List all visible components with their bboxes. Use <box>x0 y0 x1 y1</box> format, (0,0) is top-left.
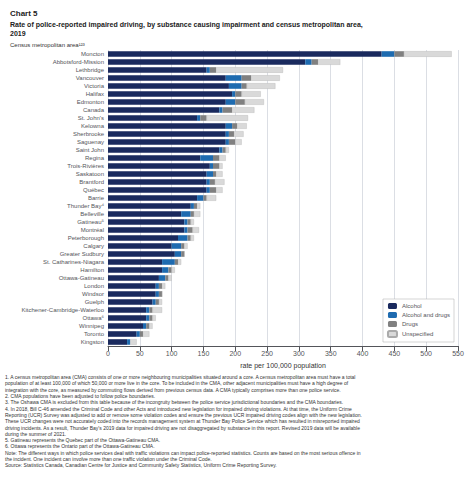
svg-text:Kitchener-Cambridge-Waterloo: Kitchener-Cambridge-Waterloo <box>22 307 105 313</box>
svg-text:driving incidents. As a result: driving incidents. As a result, Thunder … <box>5 425 360 431</box>
svg-text:300: 300 <box>293 350 305 357</box>
svg-text:0: 0 <box>106 350 110 357</box>
svg-text:St. Catharines-Niagara: St. Catharines-Niagara <box>43 259 105 265</box>
svg-text:5. Gatineau represents the Que: 5. Gatineau represents the Quebec part o… <box>5 437 160 443</box>
svg-text:Ottawa⁶: Ottawa⁶ <box>83 315 105 321</box>
svg-text:Note: The different ways in wh: Note: The different ways in which police… <box>5 450 361 456</box>
svg-text:200: 200 <box>229 350 241 357</box>
svg-text:London: London <box>84 283 104 289</box>
svg-text:Census metropolitan area¹²³: Census metropolitan area¹²³ <box>10 42 85 48</box>
svg-text:Abbotsford-Mission: Abbotsford-Mission <box>53 59 104 65</box>
svg-text:integration with the core, as: integration with the core, as measured b… <box>5 387 341 393</box>
svg-text:450: 450 <box>389 350 401 357</box>
svg-text:Trois-Rivières: Trois-Rivières <box>67 163 104 169</box>
svg-text:Hamilton: Hamilton <box>80 267 104 273</box>
svg-text:6. Ottawa represents the Ontar: 6. Ottawa represents the Ontario part of… <box>5 443 155 449</box>
svg-text:Alcohol and drugs: Alcohol and drugs <box>402 312 450 318</box>
svg-text:Peterborough: Peterborough <box>68 235 104 241</box>
svg-text:250: 250 <box>261 350 273 357</box>
svg-text:1. A census metropolitan area: 1. A census metropolitan area (CMA) cons… <box>5 374 355 380</box>
svg-text:Moncton: Moncton <box>81 51 104 57</box>
svg-text:the incident. One incident can: the incident. One incident can involve m… <box>5 456 212 462</box>
svg-text:400: 400 <box>357 350 369 357</box>
svg-text:2. CMA populations have been a: 2. CMA populations have been adjusted to… <box>5 393 155 399</box>
svg-text:Saguenay: Saguenay <box>77 139 104 145</box>
svg-text:Ottawa-Gatineau: Ottawa-Gatineau <box>59 275 104 281</box>
svg-text:population of at least 100,000: population of at least 100,000 of which … <box>5 380 349 386</box>
svg-text:Lethbridge: Lethbridge <box>76 67 105 73</box>
svg-text:Greater Sudbury: Greater Sudbury <box>60 251 104 257</box>
svg-text:Kelowna: Kelowna <box>81 123 105 129</box>
svg-text:2019: 2019 <box>10 30 26 37</box>
svg-text:during the summer of 2021.: during the summer of 2021. <box>5 431 66 437</box>
svg-text:Alcohol: Alcohol <box>402 303 422 309</box>
svg-text:rate per 100,000 population: rate per 100,000 population <box>240 362 326 370</box>
svg-text:Guelph: Guelph <box>85 299 104 305</box>
svg-text:150: 150 <box>198 350 210 357</box>
svg-text:350: 350 <box>325 350 337 357</box>
svg-text:500: 500 <box>420 350 432 357</box>
svg-text:Thunder Bay⁴: Thunder Bay⁴ <box>67 203 104 209</box>
svg-text:550: 550 <box>452 350 464 357</box>
svg-text:Edmonton: Edmonton <box>77 99 104 105</box>
svg-text:Sherbrooke: Sherbrooke <box>73 131 105 137</box>
svg-text:Chart 5: Chart 5 <box>10 9 38 18</box>
svg-text:100: 100 <box>166 350 178 357</box>
svg-text:Vancouver: Vancouver <box>76 75 104 81</box>
svg-text:Barrie: Barrie <box>88 195 105 201</box>
svg-text:Rate of police-reported impair: Rate of police-reported impaired driving… <box>10 21 363 29</box>
svg-text:Gatineau⁵: Gatineau⁵ <box>77 219 104 225</box>
svg-text:50: 50 <box>136 350 144 357</box>
svg-text:Toronto: Toronto <box>84 331 105 337</box>
svg-text:Halifax: Halifax <box>86 91 104 97</box>
svg-text:Québec: Québec <box>83 187 104 193</box>
svg-text:4. In 2018, Bill C-46 amended: 4. In 2018, Bill C-46 amended the Crimin… <box>5 406 352 412</box>
svg-text:Source: Statistics Canada, Can: Source: Statistics Canada, Canadian Cent… <box>5 462 277 468</box>
svg-text:Victoria: Victoria <box>84 83 105 89</box>
svg-text:Belleville: Belleville <box>80 211 104 217</box>
svg-text:Regina: Regina <box>85 155 105 161</box>
svg-text:Drugs: Drugs <box>402 321 418 327</box>
svg-text:Montréal: Montréal <box>81 227 104 233</box>
svg-text:Brantford: Brantford <box>79 179 104 185</box>
svg-text:Saint John: Saint John <box>76 147 104 153</box>
svg-text:Calgary: Calgary <box>83 243 104 249</box>
svg-text:Winnipeg: Winnipeg <box>79 323 104 329</box>
svg-text:3. The Oshawa CMA is excluded: 3. The Oshawa CMA is excluded from this … <box>5 399 343 405</box>
svg-text:Reporting (UCR) Survey was adj: Reporting (UCR) Survey was adjusted to a… <box>5 412 362 418</box>
svg-text:These UCR changes were not acc: These UCR changes were not accurately co… <box>5 418 360 424</box>
svg-text:Canada: Canada <box>83 107 105 113</box>
svg-text:Kingston: Kingston <box>81 339 104 345</box>
svg-text:Unspecified: Unspecified <box>402 331 433 337</box>
svg-text:Saskatoon: Saskatoon <box>76 171 104 177</box>
svg-text:Windsor: Windsor <box>82 291 104 297</box>
svg-text:St. John's: St. John's <box>78 115 104 121</box>
